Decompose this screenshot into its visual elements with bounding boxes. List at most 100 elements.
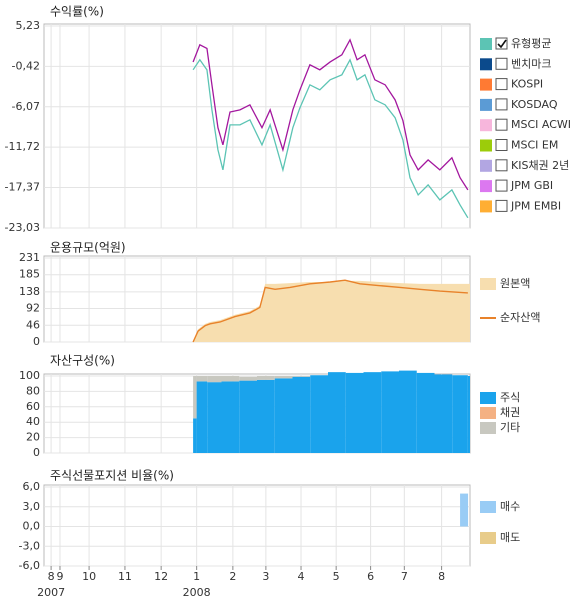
legend-checkbox[interactable] <box>495 159 508 172</box>
bar-segment <box>193 376 197 419</box>
legend-checkbox[interactable] <box>495 139 508 151</box>
y-tick-label: 138 <box>19 285 40 298</box>
bar-segment <box>345 372 364 453</box>
bar-segment <box>310 375 328 453</box>
y-tick-label: 5,23 <box>16 19 41 32</box>
x-tick-label: 6 <box>367 570 374 583</box>
x-tick-label: 1 <box>193 570 200 583</box>
y-tick-label: 40 <box>26 415 40 428</box>
legend-label: KIS채권 2년 <box>511 159 569 172</box>
y-tick-label: 60 <box>26 400 40 413</box>
legend-label: KOSDAQ <box>511 98 558 111</box>
x-tick-label: 10 <box>82 570 96 583</box>
y-tick-label: 6,0 <box>23 480 41 493</box>
y-tick-label: 3,0 <box>23 500 41 513</box>
legend-swatch <box>480 139 492 152</box>
legend-swatch <box>480 422 496 434</box>
legend-label: KOSPI <box>511 78 543 91</box>
y-tick-label: 46 <box>26 318 40 331</box>
bar-segment <box>207 382 222 453</box>
y-tick-label: -23,03 <box>5 221 40 234</box>
year-label: 2007 <box>37 586 65 599</box>
year-label: 2008 <box>183 586 211 599</box>
legend-checkbox[interactable] <box>495 57 508 70</box>
bar-segment <box>292 376 311 453</box>
bar-segment <box>467 376 470 453</box>
legend-swatch <box>480 78 492 91</box>
y-tick-label: 185 <box>19 268 40 281</box>
legend-label: 원본액 <box>500 277 530 290</box>
bar-segment <box>221 376 240 382</box>
legend-checkbox[interactable] <box>495 199 508 212</box>
legend-checkbox[interactable] <box>495 37 508 50</box>
y-tick-label: 20 <box>26 431 40 444</box>
x-tick-label: 11 <box>118 570 132 583</box>
chart-title: 운용규모(억원) <box>50 241 126 255</box>
legend-label: 벤치마크 <box>511 57 551 70</box>
chart-title: 주식선물포지션 비율(%) <box>50 469 174 483</box>
bar-segment <box>221 381 240 453</box>
x-tick-label: 8 <box>438 570 445 583</box>
legend-swatch <box>480 58 492 71</box>
legend-swatch <box>480 392 496 404</box>
legend-swatch <box>480 38 492 50</box>
y-tick-label: -0,42 <box>12 59 40 72</box>
bar-segment <box>381 371 399 453</box>
legend-checkbox[interactable] <box>495 118 508 131</box>
bar-segment <box>239 380 257 453</box>
bar-segment <box>193 418 197 453</box>
check-mark <box>497 39 507 49</box>
y-tick-label: 231 <box>19 251 40 264</box>
x-tick-label: 12 <box>154 570 168 583</box>
x-tick-label: 3 <box>262 570 269 583</box>
bar-segment <box>399 370 417 453</box>
legend-label: MSCI ACWI <box>511 118 571 131</box>
legend-swatch <box>480 159 492 172</box>
bar-segment <box>274 378 293 453</box>
bar-segment <box>452 375 468 453</box>
bar-segment <box>274 376 293 379</box>
plot-frame <box>43 23 471 229</box>
bar-segment <box>292 376 311 377</box>
x-tick-label: 2 <box>229 570 236 583</box>
y-tick-label: 100 <box>19 369 40 382</box>
bar-segment <box>363 372 382 453</box>
return-line <box>192 58 469 219</box>
return-line <box>192 38 469 191</box>
x-tick-label: 9 <box>56 570 63 583</box>
legend-label: 매도 <box>500 531 520 544</box>
legend-checkbox[interactable] <box>495 98 508 111</box>
y-tick-label: -11,72 <box>5 140 40 153</box>
line <box>192 279 468 343</box>
legend-label: JPM EMBI <box>510 199 561 212</box>
legend-swatch <box>480 119 492 132</box>
legend-checkbox[interactable] <box>495 78 508 91</box>
legend-label: MSCI EM <box>511 139 558 152</box>
bar-segment <box>207 376 222 383</box>
bar-segment <box>196 381 208 453</box>
x-tick-label: 4 <box>298 570 305 583</box>
legend-label: 기타 <box>500 421 520 434</box>
legend-swatch <box>480 407 496 419</box>
y-tick-label: 92 <box>26 302 40 315</box>
y-tick-label: -6,0 <box>19 559 40 572</box>
legend-swatch <box>480 532 496 544</box>
y-tick-label: -3,0 <box>19 539 40 552</box>
bar-segment <box>328 372 346 453</box>
legend-swatch <box>480 180 492 193</box>
bar-segment <box>434 374 453 453</box>
bar-segment <box>196 376 208 382</box>
legend-checkbox[interactable] <box>495 179 508 192</box>
legend-label: 주식 <box>500 391 520 404</box>
bar-segment <box>257 379 275 453</box>
legend-label: 순자산액 <box>500 311 540 324</box>
bar-segment <box>416 372 435 453</box>
legend-swatch <box>480 278 496 290</box>
bar-segment <box>257 376 275 380</box>
legend-swatch <box>480 501 496 513</box>
legend-swatch <box>480 98 492 111</box>
chart-title: 수익률(%) <box>50 5 104 19</box>
plot-frame <box>43 484 471 567</box>
y-tick-label: -17,37 <box>5 181 40 194</box>
y-tick-label: 0 <box>33 335 40 348</box>
